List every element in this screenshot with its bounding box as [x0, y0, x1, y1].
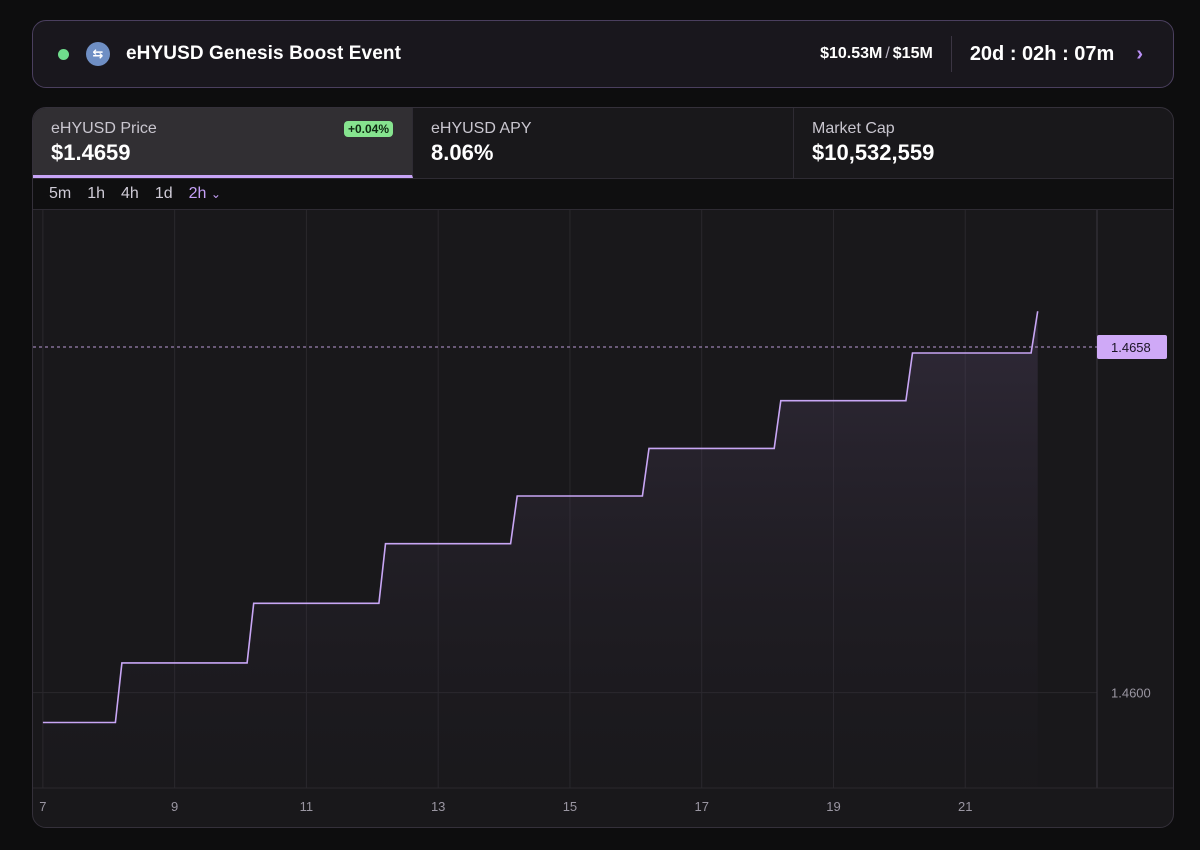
- tab-price[interactable]: eHYUSD Price $1.4659 +0.04%: [33, 108, 413, 178]
- x-tick-label: 15: [563, 799, 577, 814]
- raised-separator: /: [885, 45, 890, 62]
- interval-1d[interactable]: 1d: [154, 185, 173, 202]
- market-cap-label: Market Cap: [812, 120, 895, 137]
- interval-5m[interactable]: 5m: [49, 185, 72, 202]
- event-countdown: 20d : 02h : 07m: [969, 42, 1115, 65]
- x-tick-label: 21: [958, 799, 972, 814]
- price-area-fill: [42, 311, 1038, 788]
- tab-apy[interactable]: eHYUSD APY 8.06%: [413, 108, 794, 178]
- tab-market-cap[interactable]: Market Cap $10,532,559: [794, 108, 1173, 178]
- stats-tabs: eHYUSD Price $1.4659 +0.04% eHYUSD APY 8…: [33, 108, 1173, 179]
- x-tick-label: 7: [39, 799, 46, 814]
- current-price-marker: [1097, 335, 1167, 360]
- chevron-down-icon: ⌄: [210, 187, 221, 201]
- market-cap-value: $10,532,559: [812, 140, 935, 165]
- current-price-label: 1.4658: [1111, 340, 1151, 355]
- interval-selector: 5m 1h 4h 1d 2h ⌄: [33, 179, 1173, 210]
- status-dot: [58, 48, 69, 60]
- price-change-badge: +0.04%: [343, 121, 393, 137]
- apy-value: 8.06%: [431, 140, 494, 165]
- price-label: eHYUSD Price: [51, 120, 157, 137]
- y-tick-label: 1.4600: [1111, 686, 1151, 701]
- price-chart-card: eHYUSD Price $1.4659 +0.04% eHYUSD APY 8…: [32, 107, 1174, 828]
- chevron-right-icon[interactable]: ›: [1136, 42, 1143, 65]
- interval-selected: 2h: [188, 185, 207, 202]
- banner-divider: [950, 36, 952, 72]
- x-tick-label: 13: [431, 799, 445, 814]
- interval-dropdown[interactable]: 2h ⌄: [189, 185, 221, 203]
- raised-amount: $10.53M / $15M: [820, 45, 951, 63]
- x-tick-label: 17: [694, 799, 708, 814]
- interval-4h[interactable]: 4h: [121, 185, 139, 202]
- apy-label: eHYUSD APY: [431, 120, 532, 137]
- x-tick-label: 19: [826, 799, 840, 814]
- interval-1h[interactable]: 1h: [87, 185, 106, 202]
- price-series-line: [42, 311, 1039, 724]
- price-chart[interactable]: 1.4658 7 9 11 13 15 17 19 21 1.4600: [33, 108, 1174, 828]
- x-tick-label: 11: [300, 799, 314, 814]
- price-value: $1.4659: [51, 140, 131, 165]
- raise-cap: $15M: [892, 45, 933, 62]
- swap-arrows-icon: ⇆: [86, 42, 110, 66]
- genesis-event-banner[interactable]: ⇆ eHYUSD Genesis Boost Event $10.53M / $15…: [32, 20, 1174, 88]
- x-tick-label: 9: [171, 799, 178, 814]
- raised-value: $10.53M: [820, 45, 883, 62]
- event-title: eHYUSD Genesis Boost Event: [126, 43, 402, 64]
